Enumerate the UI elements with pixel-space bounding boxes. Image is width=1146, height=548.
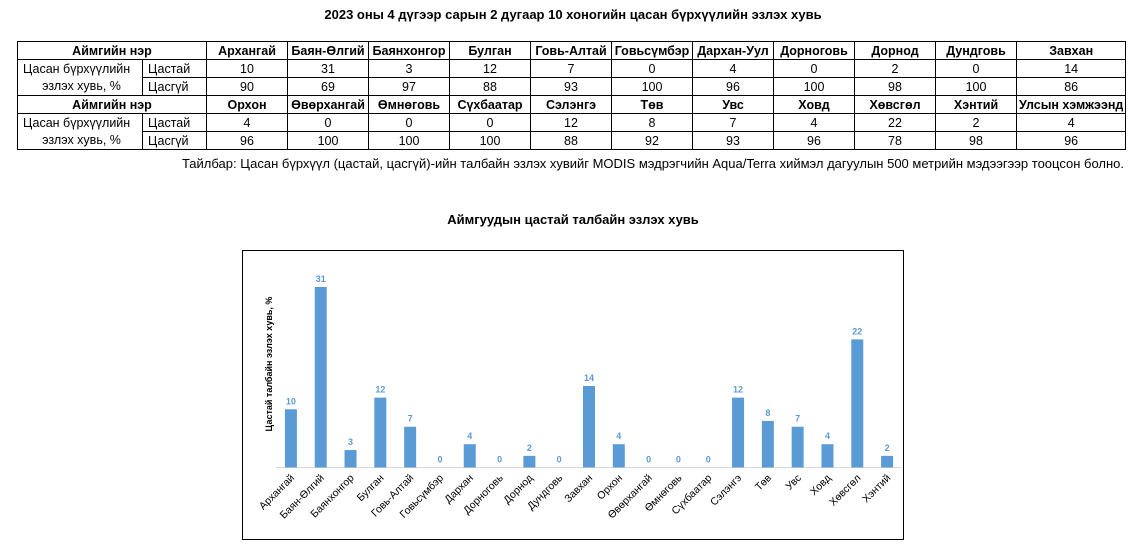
bar bbox=[463, 444, 476, 468]
aimag-name-cell: Улсын хэмжээнд bbox=[1015, 95, 1127, 114]
no-snow-label: Цасгүй bbox=[142, 131, 207, 150]
aimag-name-cell: Хэнтий bbox=[935, 95, 1017, 114]
x-tick-label: Завхан bbox=[562, 472, 595, 505]
bar bbox=[583, 385, 595, 468]
aimag-name-cell: Сүхбаатар bbox=[449, 95, 531, 114]
x-tick-label: Ховд bbox=[808, 472, 834, 498]
data-label: 0 bbox=[497, 455, 502, 465]
bar bbox=[732, 397, 745, 468]
no-snow-value-cell: 100 bbox=[368, 131, 450, 150]
data-label: 4 bbox=[467, 431, 472, 441]
bar bbox=[404, 426, 417, 468]
x-tick-label: Сэлэнгэ bbox=[708, 472, 744, 508]
chart-frame bbox=[242, 250, 904, 540]
row-label: эзлэх хувь, % bbox=[17, 77, 143, 96]
bar bbox=[881, 455, 894, 468]
data-label: 0 bbox=[646, 455, 651, 465]
x-tick-label: Увс bbox=[783, 472, 803, 492]
no-snow-value-cell: 96 bbox=[773, 131, 855, 150]
bar bbox=[791, 426, 804, 468]
y-axis-label: Цастай талбайн эзлэх хувь, % bbox=[264, 297, 274, 432]
table-header-row: Аймгийн нэр Орхон Өвөрхангай Өмнөговь Сүхбаа… bbox=[17, 95, 1127, 114]
no-snow-value-cell: 98 bbox=[935, 131, 1017, 150]
data-label: 22 bbox=[852, 326, 862, 336]
data-label: 0 bbox=[557, 455, 562, 465]
aimag-name-cell: Сэлэнгэ bbox=[530, 95, 612, 114]
data-label: 0 bbox=[706, 455, 711, 465]
no-snow-value-cell: 92 bbox=[611, 131, 693, 150]
bar bbox=[761, 420, 774, 468]
chart-title: Аймгуудын цастай талбайн эзлэх хувь bbox=[447, 212, 699, 227]
data-label: 3 bbox=[348, 437, 353, 447]
bar bbox=[523, 455, 536, 468]
data-label: 7 bbox=[408, 414, 413, 424]
x-tick-label: Хэнтий bbox=[860, 472, 893, 505]
snow-label: Цастай bbox=[142, 59, 207, 78]
bar bbox=[851, 339, 864, 468]
aimag-name-cell: Дорноговь bbox=[773, 41, 855, 60]
snow-value-cell: 10 bbox=[206, 59, 288, 78]
table-row: Цасан бүрхүүлийн Цастай 4 0 0 0 12 8 7 4 22 2 4 bbox=[17, 113, 1127, 132]
aimag-name-cell: Өвөрхангай bbox=[287, 95, 369, 114]
bar bbox=[314, 287, 327, 468]
snow-value-cell: 12 bbox=[449, 59, 531, 78]
row-label: Цасан бүрхүүлийн bbox=[17, 113, 143, 132]
footnote: Тайлбар: Цасан бүрхүүл (цастай, цасгүй)-… bbox=[181, 156, 1124, 171]
no-snow-value-cell: 100 bbox=[449, 131, 531, 150]
data-label: 31 bbox=[316, 274, 326, 284]
bar bbox=[344, 450, 357, 468]
data-label: 2 bbox=[527, 443, 532, 453]
data-label: 4 bbox=[616, 431, 621, 441]
no-snow-value-cell: 88 bbox=[530, 131, 612, 150]
aimag-name-cell: Баян-Өлгий bbox=[287, 41, 369, 60]
data-label: 2 bbox=[885, 443, 890, 453]
data-label: 12 bbox=[733, 385, 743, 395]
no-snow-value-cell: 96 bbox=[1015, 131, 1127, 150]
data-label: 0 bbox=[676, 455, 681, 465]
table-header-row: Аймгийн нэр Архангай Баян-Өлгий Баянхонгор Б… bbox=[17, 41, 1127, 60]
data-label: 8 bbox=[765, 408, 770, 418]
bar bbox=[374, 397, 387, 468]
no-snow-value-cell: 78 bbox=[854, 131, 936, 150]
x-tick-label: Төв bbox=[753, 472, 774, 493]
bar bbox=[284, 409, 297, 468]
snow-value-cell: 14 bbox=[1015, 59, 1127, 78]
snow-cover-table: Аймгийн нэр Архангай Баян-Өлгий Баянхонгор Б… bbox=[17, 41, 1127, 150]
data-label: 12 bbox=[375, 385, 385, 395]
data-label: 0 bbox=[437, 455, 442, 465]
no-snow-value-cell: 96 bbox=[206, 131, 288, 150]
data-label: 7 bbox=[795, 414, 800, 424]
row-label: Цасан бүрхүүлийн bbox=[17, 59, 143, 78]
page-title: 2023 оны 4 дүгээр сарын 2 дугаар 10 хоно… bbox=[324, 7, 822, 22]
aimag-name-cell: Говь-Алтай bbox=[530, 41, 612, 60]
bar bbox=[821, 444, 834, 468]
x-tick-label: Хөвсгөл bbox=[827, 472, 863, 508]
aimag-name-cell: Дорнод bbox=[854, 41, 936, 60]
data-label: 4 bbox=[825, 431, 830, 441]
no-snow-label: Цасгүй bbox=[142, 77, 207, 96]
data-label: 10 bbox=[286, 396, 296, 406]
aimag-name-cell: Дархан-Уул bbox=[692, 41, 774, 60]
snow-value-cell: 22 bbox=[854, 113, 936, 132]
data-label: 14 bbox=[584, 373, 594, 383]
bar bbox=[612, 444, 625, 468]
aimag-name-cell: Архангай bbox=[206, 41, 288, 60]
table-row: эзлэх хувь, % Цасгүй 96 100 100 100 88 92 93 96 78… bbox=[17, 131, 1127, 150]
snow-label: Цастай bbox=[142, 113, 207, 132]
aimag-name-cell: Хөвсгөл bbox=[854, 95, 936, 114]
